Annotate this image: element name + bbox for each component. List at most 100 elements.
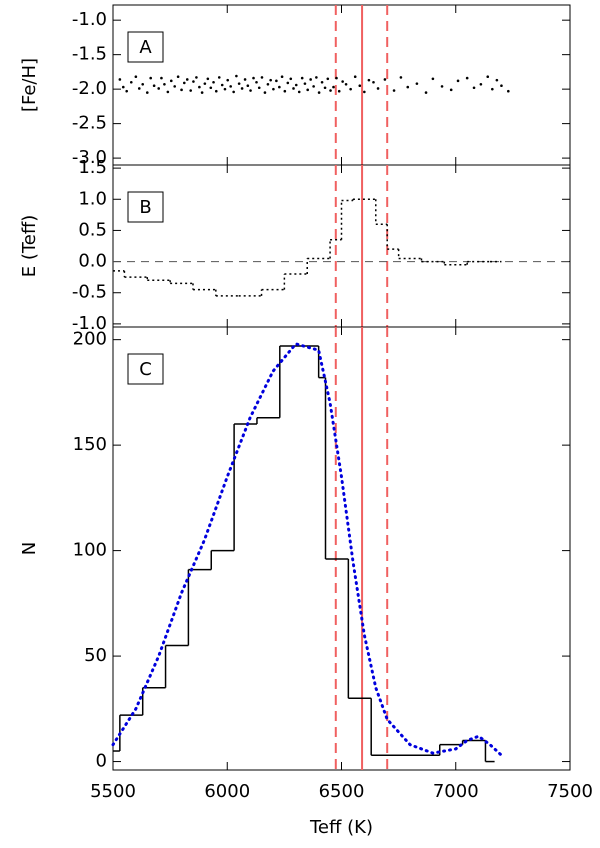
point [240, 87, 244, 90]
point [312, 85, 315, 88]
y-axis-label: N [19, 542, 40, 555]
point [118, 78, 122, 81]
point [166, 90, 170, 94]
point [465, 76, 469, 80]
point [376, 87, 380, 90]
point [449, 88, 453, 92]
point [195, 76, 198, 79]
point [495, 78, 499, 82]
point [329, 89, 332, 92]
y-tick-label: 0.0 [78, 251, 107, 272]
point [440, 85, 444, 88]
point [214, 89, 218, 93]
point [149, 76, 153, 80]
point [212, 80, 215, 84]
y-tick-label: -2.0 [72, 78, 107, 99]
point [383, 78, 387, 81]
point [263, 91, 267, 94]
y-tick-label: 1.5 [78, 157, 107, 178]
point [125, 89, 129, 93]
point [424, 91, 428, 94]
point [415, 82, 419, 85]
point [486, 75, 490, 79]
point [367, 78, 371, 82]
point [306, 88, 309, 92]
point [209, 86, 213, 90]
point [246, 84, 250, 87]
point [283, 89, 287, 93]
y-tick-label: 100 [73, 540, 107, 561]
point [358, 84, 362, 87]
point [326, 77, 330, 81]
y-axis-label: [Fe/H] [19, 58, 40, 112]
point [303, 82, 307, 85]
x-tick-label: 5500 [90, 781, 136, 802]
point [266, 83, 270, 86]
point [180, 88, 183, 92]
point [217, 76, 221, 79]
point [182, 81, 186, 85]
point [232, 90, 235, 94]
y-tick-label: 200 [73, 329, 107, 350]
point [173, 85, 176, 88]
y-tick-label: 0 [96, 751, 107, 772]
point [372, 80, 375, 84]
point [260, 76, 264, 79]
point [399, 76, 403, 79]
point [292, 87, 295, 90]
plot-frame [112, 326, 571, 771]
point [332, 85, 335, 89]
point [491, 87, 494, 91]
point [286, 81, 290, 85]
y-tick-label: -0.5 [72, 282, 107, 303]
y-tick-label: -1.0 [72, 9, 107, 30]
point [206, 77, 210, 81]
y-axis-label: E (Teff) [19, 215, 40, 278]
point [169, 79, 173, 83]
x-tick-label: 7000 [433, 781, 479, 802]
point [341, 80, 344, 83]
point [185, 78, 189, 81]
point [353, 75, 357, 79]
y-tick-label: -2.5 [72, 113, 107, 134]
point [134, 75, 138, 79]
point [479, 83, 483, 86]
y-tick-label: 50 [84, 645, 107, 666]
point [363, 90, 366, 94]
point [243, 78, 247, 81]
x-tick-label: 6500 [319, 781, 365, 802]
point [200, 91, 204, 94]
point [198, 85, 201, 89]
panel-label: C [139, 359, 152, 380]
point [121, 85, 125, 89]
y-tick-label: 1.0 [78, 188, 107, 209]
point [203, 82, 207, 85]
point [252, 76, 255, 80]
y-tick-label: 0.5 [78, 219, 107, 240]
point [269, 78, 272, 82]
point [235, 74, 238, 78]
point [192, 80, 195, 83]
point [157, 87, 160, 90]
point [472, 86, 476, 90]
point [456, 79, 460, 83]
point [226, 78, 230, 82]
point [278, 85, 281, 89]
point [349, 87, 352, 91]
panel-label-box [127, 353, 164, 385]
point [145, 91, 149, 94]
point [137, 87, 141, 90]
point [280, 75, 284, 79]
point [300, 76, 304, 80]
point [272, 87, 275, 91]
point [315, 76, 318, 79]
plot-frame [112, 164, 571, 328]
point [189, 89, 192, 92]
y-tick-label: 150 [73, 434, 107, 455]
point [344, 83, 348, 86]
point [229, 85, 232, 88]
point [237, 82, 241, 85]
point [129, 80, 133, 84]
y-tick-label: -1.5 [72, 44, 107, 65]
panel-label: B [139, 197, 151, 218]
